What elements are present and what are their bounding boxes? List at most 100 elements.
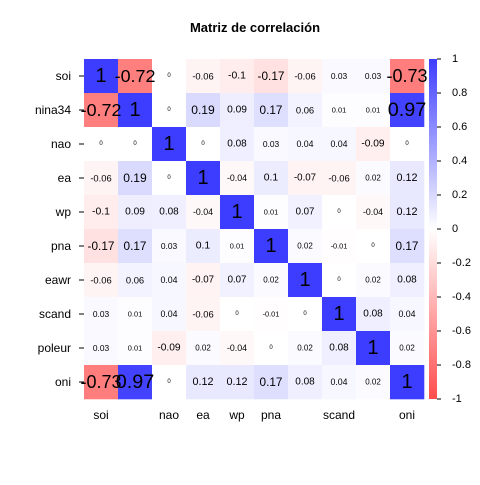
- heatmap-cell: [118, 59, 153, 94]
- cell-value-label: -0.06: [90, 275, 111, 286]
- cell-value-label: 0.09: [227, 105, 247, 116]
- cell-value-label: 0: [167, 73, 171, 79]
- heatmap-cell: [322, 93, 357, 128]
- cell-value-label: 0.03: [365, 71, 382, 81]
- heatmap-cell: [152, 93, 187, 128]
- cell-value-label: 0.02: [399, 344, 415, 353]
- heatmap-cell: [254, 127, 289, 162]
- cell-value-label: -0.09: [157, 343, 181, 354]
- cell-value-label: 0.01: [128, 344, 142, 353]
- heatmap-cell: [322, 59, 357, 94]
- heatmap-cell: [186, 297, 221, 332]
- heatmap-cell: [84, 331, 119, 366]
- x-axis-labels: soi nao ea wp pna scand oni: [93, 408, 415, 422]
- y-tick-label: eawr: [45, 273, 71, 287]
- heatmap-cell: [84, 93, 119, 128]
- heatmap-cell: [118, 195, 153, 230]
- cell-value-label: 0.02: [263, 276, 279, 285]
- cell-value-label: 1: [163, 133, 174, 155]
- cell-value-label: 0.12: [226, 376, 247, 388]
- heatmap-cell: [152, 331, 187, 366]
- y-axis-labels: soi nina34 nao ea wp pna eawr scand poleur oni: [35, 69, 84, 389]
- cell-value-label: 0.08: [159, 207, 179, 218]
- cell-value-label: 0.03: [161, 241, 178, 251]
- heatmap-cell: [356, 331, 391, 366]
- cell-value-label: -0.73: [80, 372, 121, 392]
- cell-value-label: 0.02: [365, 378, 381, 387]
- heatmap-cell: [118, 127, 153, 162]
- cell-value-label: 0.97: [116, 371, 155, 393]
- heatmap-cell: [152, 229, 187, 264]
- cell-value-label: 0: [133, 141, 137, 147]
- heatmap-cell: [152, 59, 187, 94]
- heatmap-cells: [84, 59, 425, 400]
- heatmap-cell: [390, 59, 425, 94]
- cell-value-label: 0: [337, 209, 341, 215]
- cell-value-label: 0: [269, 345, 273, 351]
- heatmap-cell: [84, 297, 119, 332]
- cell-value-label: 0.02: [195, 344, 211, 353]
- heatmap-cell: [356, 161, 391, 196]
- cell-value-label: 1: [129, 99, 140, 121]
- heatmap-cell: [288, 229, 323, 264]
- cell-value-label: 1: [333, 303, 344, 325]
- heatmap-cell: [288, 263, 323, 298]
- heatmap-cell: [288, 93, 323, 128]
- cell-value-label: 0.17: [260, 375, 283, 389]
- cell-value-label: 0: [371, 243, 375, 249]
- heatmap-cell: [288, 195, 323, 230]
- heatmap-cell: [254, 365, 289, 400]
- heatmap-cell: [118, 331, 153, 366]
- heatmap-cell: [220, 365, 255, 400]
- cell-value-label: -0.1: [228, 71, 246, 82]
- heatmap-cell: [356, 195, 391, 230]
- heatmap-cell: [356, 93, 391, 128]
- heatmap-cell: [152, 127, 187, 162]
- heatmap-cell: [152, 161, 187, 196]
- cell-value-label: 0.19: [123, 171, 147, 185]
- colorbar-tick-label: -0.4: [452, 291, 471, 303]
- colorbar-ticks: 1 0.8 0.6 0.4 0.2 0 -0.2 -0.4 -0.6 -0.8 -1: [437, 53, 471, 405]
- heatmap-cell: [254, 195, 289, 230]
- x-tick-label: scand: [323, 408, 355, 422]
- cell-value-label: 0.03: [263, 139, 280, 149]
- heatmap-cell: [220, 127, 255, 162]
- cell-value-label: -0.06: [90, 173, 111, 184]
- heatmap-cell: [254, 331, 289, 366]
- cell-value-label: 0.04: [296, 139, 313, 149]
- cell-value-label: -0.07: [192, 275, 214, 286]
- colorbar-tick-label: 0.8: [452, 87, 467, 99]
- y-tick-label: pna: [51, 239, 71, 253]
- cell-value-label: 0: [201, 141, 205, 147]
- cell-value-label: 0.09: [125, 207, 145, 218]
- heatmap-cell: [322, 365, 357, 400]
- heatmap-cell: [356, 229, 391, 264]
- heatmap-cell: [356, 297, 391, 332]
- heatmap-cell: [390, 195, 425, 230]
- cell-value-label: 0: [167, 107, 171, 113]
- heatmap-cell: [152, 263, 187, 298]
- heatmap-cell: [118, 263, 153, 298]
- heatmap-cell: [322, 331, 357, 366]
- x-tick-label: wp: [228, 408, 245, 422]
- heatmap-cell: [84, 127, 119, 162]
- colorbar: [429, 59, 437, 399]
- cell-value-label: 0.02: [365, 174, 381, 183]
- cell-value-label: 0.06: [126, 275, 144, 286]
- cell-value-label: 1: [95, 65, 106, 87]
- heatmap-cell: [84, 195, 119, 230]
- x-tick-label: nao: [159, 408, 179, 422]
- colorbar-tick-label: 1: [452, 53, 458, 65]
- heatmap-value-labels: 1 -0.72 0 -0.06 -0.1 -0.17 -0.06 0.03 0.03 -0.73 -…: [80, 65, 427, 393]
- cell-value-label: 0.04: [330, 377, 347, 387]
- y-tick-label: poleur: [38, 341, 71, 355]
- heatmap-cell: [322, 127, 357, 162]
- cell-value-label: -0.17: [258, 69, 285, 83]
- heatmap-cell: [254, 93, 289, 128]
- cell-value-label: 0.12: [396, 206, 417, 218]
- heatmap-cell: [152, 365, 187, 400]
- cell-value-label: 0.04: [330, 139, 347, 149]
- heatmap-cell: [118, 161, 153, 196]
- cell-value-label: 0.12: [192, 376, 213, 388]
- heatmap-cell: [288, 161, 323, 196]
